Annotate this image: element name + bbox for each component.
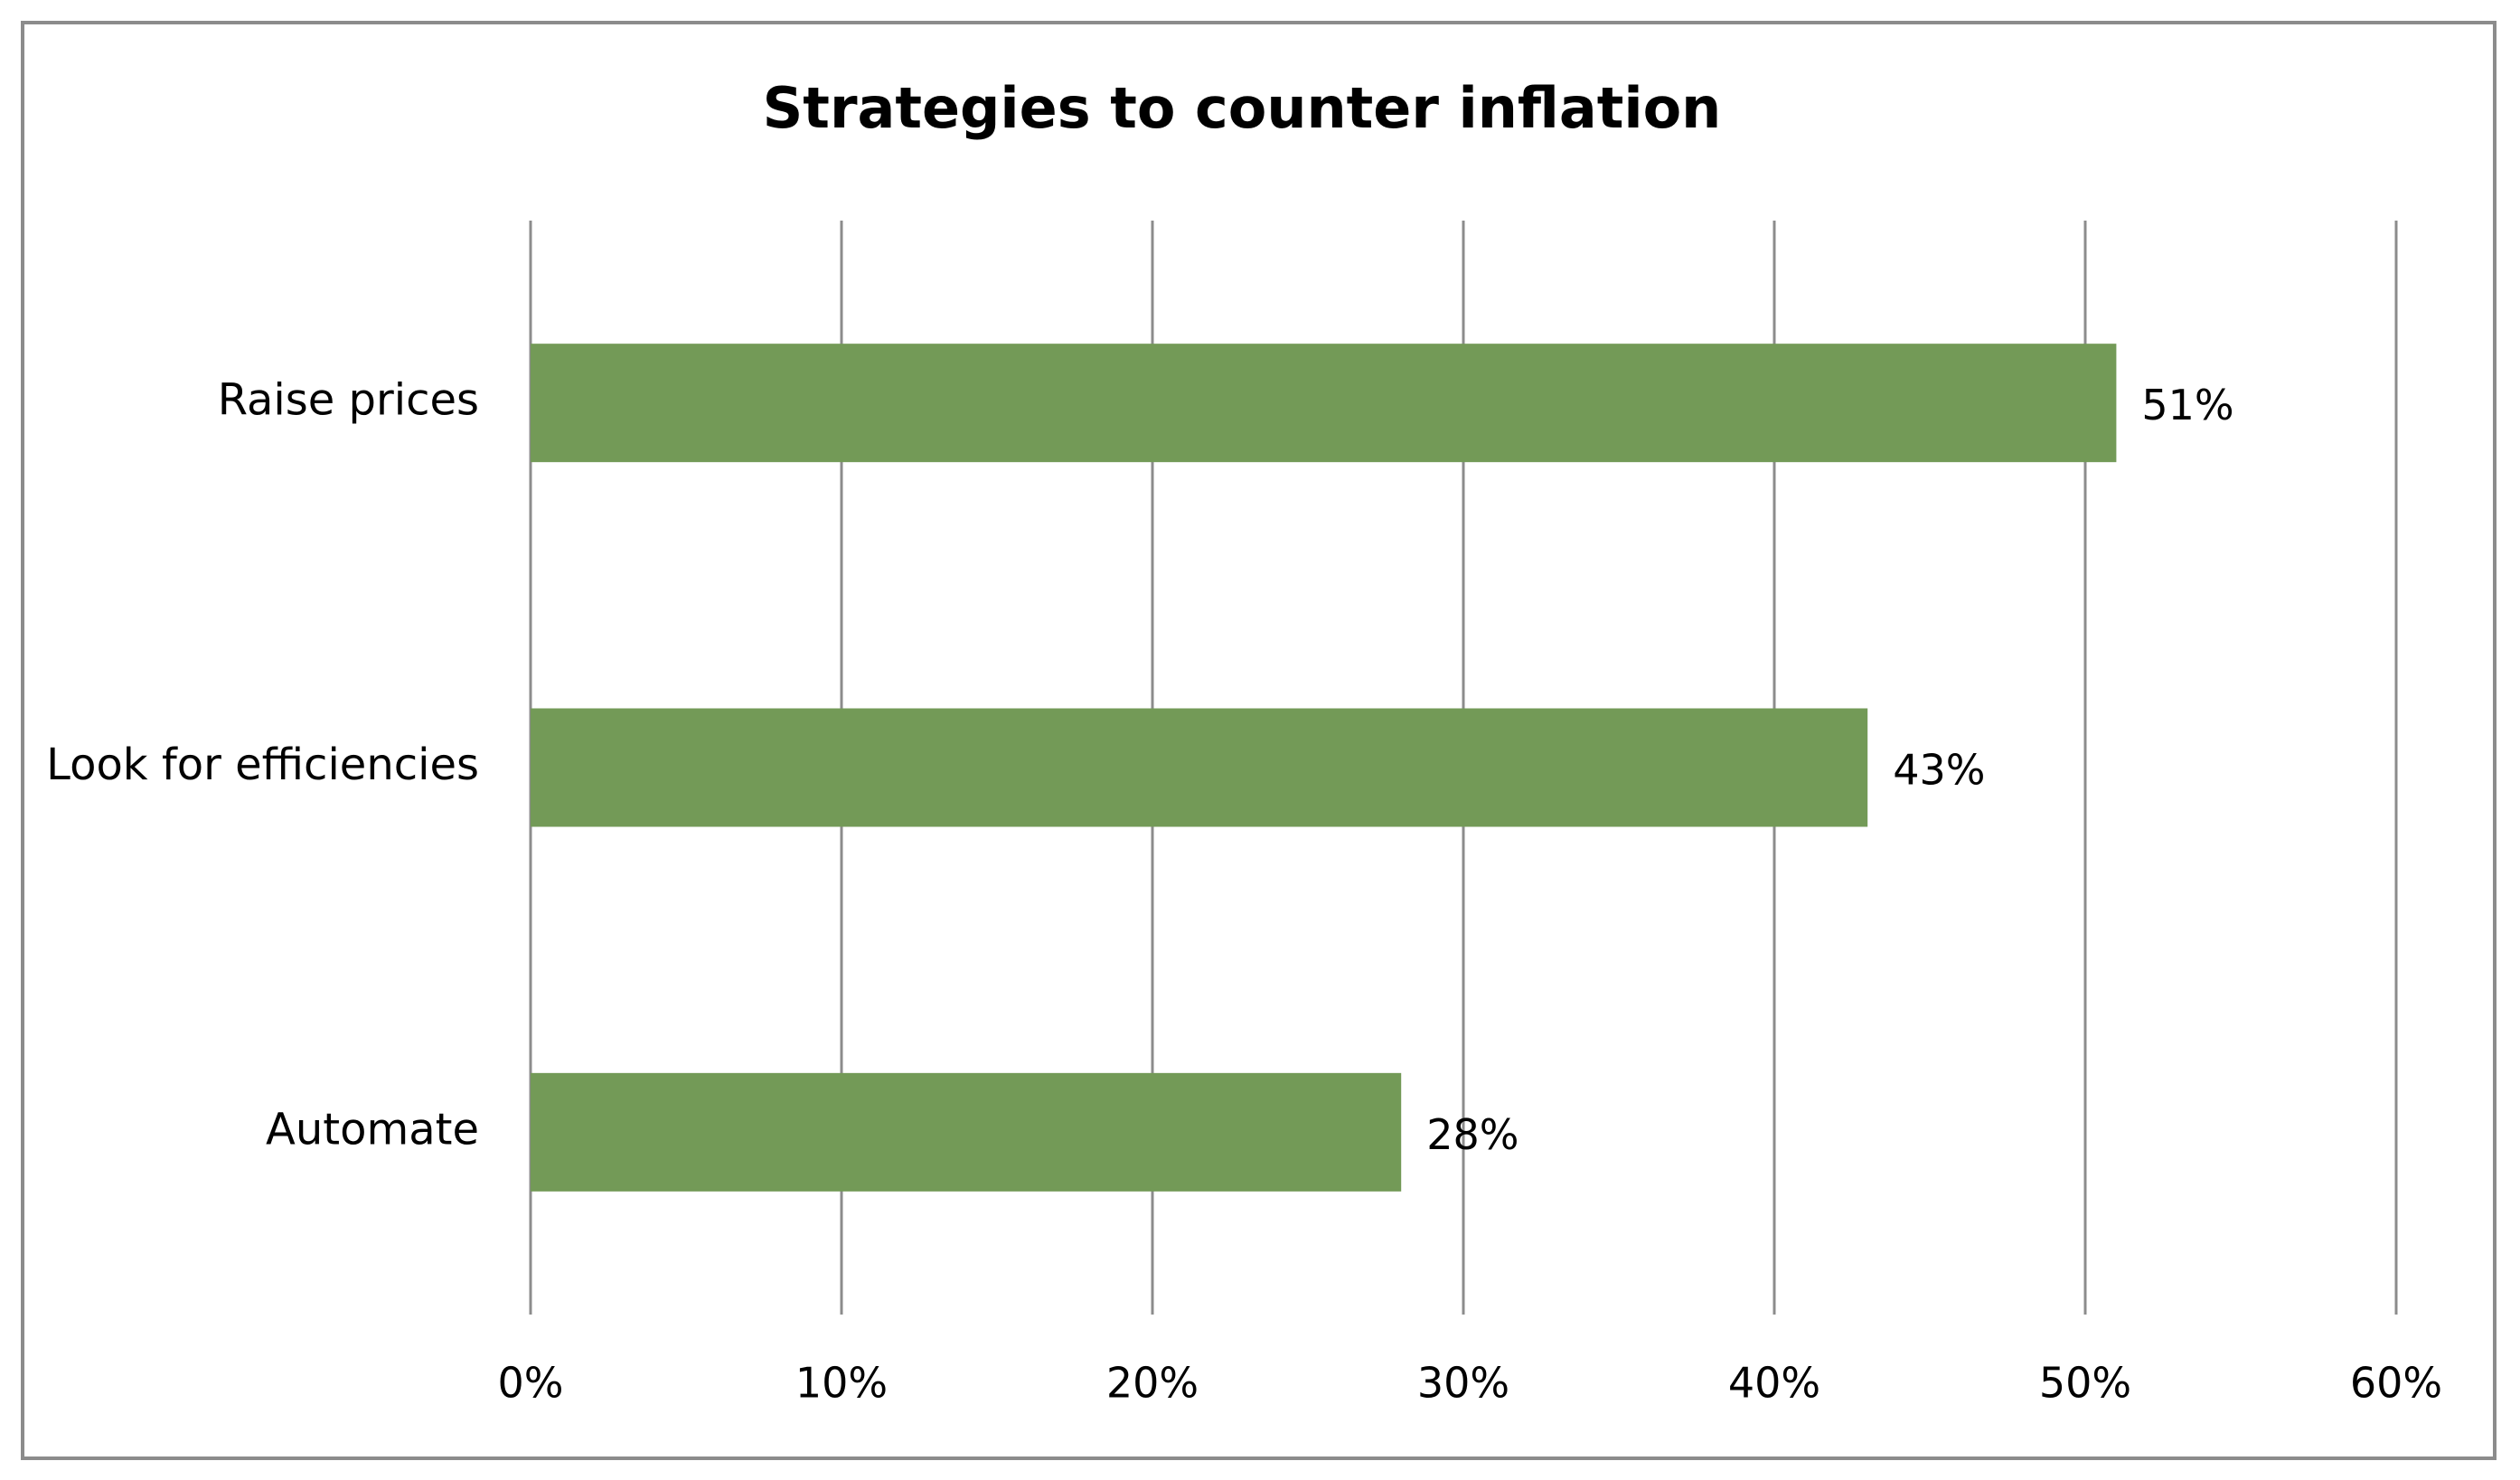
x-tick-label: 20% — [1106, 1359, 1199, 1408]
chart-title: Strategies to counter inflation — [763, 75, 1722, 141]
value-label: 43% — [1893, 746, 1985, 795]
x-tick-label: 30% — [1417, 1359, 1509, 1408]
x-tick-label: 40% — [1728, 1359, 1820, 1408]
bar — [531, 344, 2117, 463]
x-tick-label: 10% — [795, 1359, 888, 1408]
value-label: 51% — [2141, 381, 2233, 429]
y-tick-label: Look for efficiencies — [46, 740, 479, 790]
bar — [531, 1072, 1402, 1192]
y-tick-label: Raise prices — [218, 375, 479, 426]
value-label: 28% — [1426, 1110, 1519, 1159]
x-tick-label: 50% — [2039, 1359, 2131, 1408]
y-tick-label: Automate — [266, 1104, 479, 1155]
x-tick-label: 0% — [498, 1359, 564, 1408]
bar — [531, 708, 1868, 827]
x-tick-label: 60% — [2350, 1359, 2442, 1408]
